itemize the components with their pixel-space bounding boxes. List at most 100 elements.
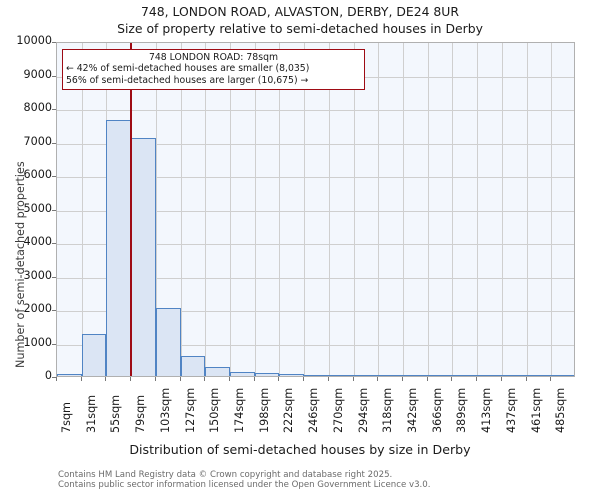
y-tick-label: 8000 (23, 101, 52, 114)
histogram-bar (551, 374, 574, 376)
histogram-bar (180, 355, 206, 376)
footer-line-2: Contains public sector information licen… (58, 480, 431, 491)
histogram-bar (501, 374, 527, 376)
x-tick-mark (303, 377, 305, 381)
gridline (57, 277, 574, 279)
y-tick-mark (52, 109, 56, 110)
x-tick-mark (476, 377, 478, 381)
gridline (57, 344, 574, 346)
x-tick-mark (550, 377, 552, 381)
x-tick-label: 318sqm (381, 387, 395, 433)
x-tick-label: 294sqm (356, 387, 370, 433)
x-tick-mark (402, 377, 403, 381)
x-tick-label: 389sqm (455, 387, 469, 433)
x-tick-label: 461sqm (529, 387, 543, 433)
y-tick-mark (52, 310, 56, 311)
gridline (279, 43, 280, 376)
x-tick-label: 79sqm (134, 394, 148, 433)
x-tick-label: 413sqm (480, 387, 494, 433)
gridline (57, 311, 574, 312)
x-tick-mark (105, 377, 107, 381)
x-tick-label: 437sqm (504, 387, 518, 433)
chart-subtitle: Size of property relative to semi-detach… (117, 21, 483, 36)
histogram-bar (427, 374, 453, 376)
x-tick-label: 150sqm (208, 387, 222, 433)
footer-attribution: Contains HM Land Registry data © Crown c… (58, 470, 430, 491)
histogram-bar (452, 374, 478, 376)
y-tick-mark (52, 276, 56, 278)
histogram-bar (526, 374, 552, 376)
annotation-line-2: ← 42% of semi-detached houses are smalle… (66, 63, 310, 75)
histogram-bar (328, 374, 354, 376)
y-tick-mark (52, 377, 56, 378)
gridline (57, 244, 574, 245)
histogram-bar (106, 119, 132, 376)
footer-line-1: Contains HM Land Registry data © Crown c… (58, 470, 393, 480)
gridline (181, 43, 182, 376)
x-tick-label: 342sqm (406, 387, 419, 433)
x-tick-mark (204, 377, 206, 381)
x-tick-mark (352, 377, 354, 381)
y-tick-label: 9000 (23, 67, 52, 81)
y-tick-label: 10000 (16, 34, 52, 47)
y-tick-label: 1000 (23, 335, 52, 349)
plot-area: 748 LONDON ROAD: 78sqm ← 42% of semi-det… (56, 42, 575, 377)
x-tick-label: 198sqm (257, 387, 271, 433)
gridline (354, 43, 355, 376)
gridline (527, 43, 528, 376)
histogram-bar (57, 374, 82, 376)
x-tick-mark (500, 377, 502, 381)
histogram-bar (205, 366, 230, 376)
x-tick-mark (253, 377, 255, 381)
gridline (502, 43, 503, 376)
y-axis-ticks: 0 1000 2000 3000 4000 5000 6000 7000 8000 9000 100… (0, 34, 56, 382)
y-tick-mark (52, 176, 56, 177)
x-tick-mark (377, 377, 379, 381)
x-tick-mark (154, 377, 156, 381)
histogram-bar (279, 374, 305, 376)
x-tick-label: 127sqm (183, 387, 197, 433)
gridline (156, 43, 157, 376)
y-tick-mark (52, 75, 56, 77)
x-tick-label: 31sqm (84, 394, 98, 433)
x-tick-mark (451, 377, 453, 381)
y-tick-mark (52, 343, 56, 345)
annotation-box: 748 LONDON ROAD: 78sqm ← 42% of semi-det… (62, 49, 365, 91)
gridline (255, 43, 256, 376)
gridline (57, 110, 574, 111)
x-tick-mark (525, 377, 527, 381)
histogram-bar (230, 371, 255, 376)
gridline (57, 143, 574, 145)
gridline (230, 43, 231, 376)
x-tick-mark (327, 377, 329, 381)
x-tick-mark (229, 377, 230, 381)
gridline (329, 43, 330, 376)
x-tick-label: 174sqm (233, 387, 246, 433)
histogram-bar (477, 374, 502, 376)
x-axis-ticks: 7sqm 31sqm 55sqm 79sqm 103sqm 127sqm 150sqm 174… (56, 377, 575, 437)
x-tick-mark (278, 377, 280, 381)
y-tick-label: 7000 (23, 134, 52, 148)
y-tick-label: 4000 (23, 235, 52, 248)
histogram-bar (81, 334, 107, 376)
histogram-bar (131, 138, 156, 376)
x-tick-label: 103sqm (158, 387, 172, 433)
x-tick-mark (80, 377, 82, 381)
x-tick-mark (56, 377, 57, 381)
x-tick-label: 7sqm (60, 402, 73, 433)
annotation-line-1: 748 LONDON ROAD: 78sqm (148, 52, 279, 63)
gridline (551, 43, 552, 376)
gridline (477, 43, 478, 376)
y-tick-label: 3000 (23, 268, 52, 282)
histogram-bar (155, 307, 181, 376)
x-axis-label: Distribution of semi-detached houses by … (129, 442, 471, 457)
gridline (428, 43, 429, 376)
gridline (205, 43, 206, 376)
x-tick-label: 270sqm (331, 387, 345, 433)
y-tick-label: 5000 (23, 201, 52, 215)
x-tick-label: 366sqm (430, 387, 444, 433)
y-tick-mark (52, 142, 56, 144)
gridline (57, 177, 574, 178)
histogram-bar (254, 372, 280, 376)
